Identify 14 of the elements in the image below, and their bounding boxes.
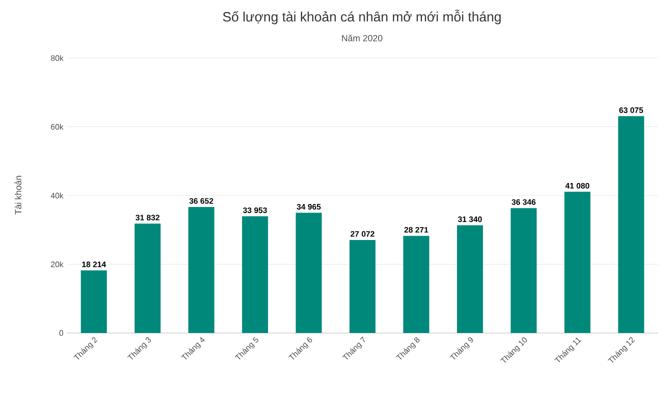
bar bbox=[188, 207, 214, 333]
y-axis-title: Tài khoản bbox=[14, 176, 22, 214]
bar bbox=[134, 224, 161, 333]
bar bbox=[80, 270, 107, 333]
bar bbox=[242, 216, 268, 333]
bar bbox=[510, 208, 537, 333]
bar bbox=[296, 212, 322, 333]
bar bbox=[456, 225, 483, 333]
chart-subtitle: Năm 2020 bbox=[342, 34, 382, 42]
bar bbox=[403, 236, 430, 333]
chart-title: Số lượng tài khoản cá nhân mở mới mỗi tháng bbox=[223, 10, 501, 24]
bar bbox=[350, 240, 376, 333]
bar bbox=[564, 192, 590, 333]
bar bbox=[618, 116, 644, 333]
